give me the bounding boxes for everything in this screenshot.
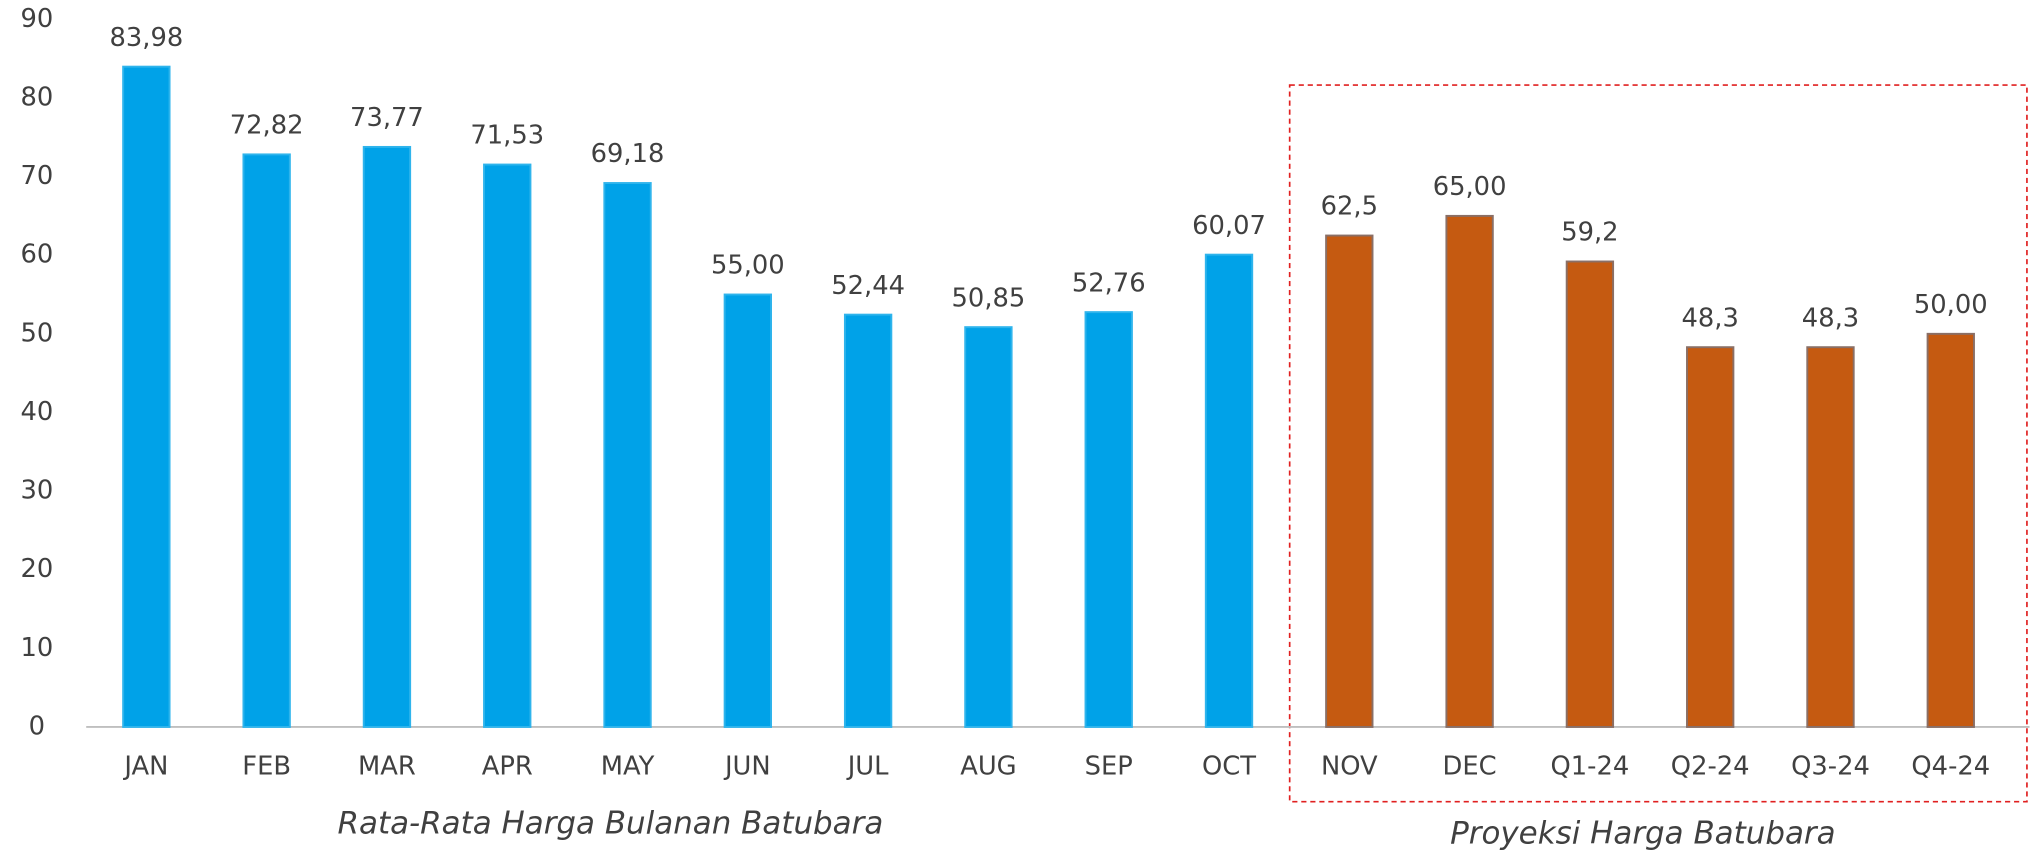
data-label: 65,00 xyxy=(1433,172,1507,202)
x-tick-label: AUG xyxy=(960,751,1016,781)
data-label: 48,3 xyxy=(1802,303,1859,333)
data-label: 72,82 xyxy=(230,111,304,141)
x-tick-label: NOV xyxy=(1321,751,1378,781)
data-label: 52,44 xyxy=(831,271,905,301)
x-tick-label: OCT xyxy=(1202,751,1256,781)
forecast-box xyxy=(1288,84,2028,803)
x-tick-label: Q2-24 xyxy=(1671,751,1750,781)
data-label: 83,98 xyxy=(109,23,183,53)
bar xyxy=(122,65,171,728)
bar xyxy=(1445,214,1494,728)
bar xyxy=(1325,234,1374,728)
bar xyxy=(1926,332,1975,728)
bar xyxy=(1806,346,1855,728)
x-tick-label: JUN xyxy=(723,751,771,781)
x-tick-label: FEB xyxy=(242,751,291,781)
y-tick-label: 50 xyxy=(20,318,53,348)
bar xyxy=(1204,253,1254,728)
y-tick-label: 30 xyxy=(20,476,53,506)
x-tick-label: SEP xyxy=(1085,751,1133,781)
bar xyxy=(242,153,291,728)
bar xyxy=(723,293,772,728)
data-label: 69,18 xyxy=(591,139,665,169)
bar xyxy=(1565,260,1615,728)
bar xyxy=(603,182,652,728)
data-label: 48,3 xyxy=(1682,303,1739,333)
x-tick-label: JUL xyxy=(846,751,889,781)
annotation: Rata-Rata Harga Bulanan Batubara xyxy=(338,805,884,841)
annotation: Proyeksi Harga Batubara xyxy=(1450,816,1835,852)
bar xyxy=(362,145,412,728)
x-tick-label: MAR xyxy=(358,751,416,781)
data-label: 73,77 xyxy=(350,103,424,133)
x-tick-label: MAY xyxy=(601,751,655,781)
x-tick-label: Q1-24 xyxy=(1551,751,1630,781)
x-tick-label: DEC xyxy=(1443,751,1497,781)
x-tick-label: JAN xyxy=(122,751,168,781)
bar xyxy=(1084,311,1133,728)
data-label: 59,2 xyxy=(1561,218,1618,248)
y-tick-label: 20 xyxy=(20,554,53,584)
x-tick-label: APR xyxy=(482,751,533,781)
y-tick-label: 40 xyxy=(20,397,53,427)
data-label: 60,07 xyxy=(1192,211,1266,241)
data-label: 52,76 xyxy=(1072,268,1146,298)
data-label: 50,85 xyxy=(952,283,1026,313)
bar xyxy=(483,163,532,728)
data-label: 71,53 xyxy=(470,121,544,151)
x-tick-label: Q4-24 xyxy=(1911,751,1990,781)
y-tick-label: 70 xyxy=(20,161,53,191)
y-tick-label: 60 xyxy=(20,240,53,270)
bar xyxy=(843,313,893,728)
bar xyxy=(964,326,1013,728)
data-label: 50,00 xyxy=(1914,290,1988,320)
y-tick-label: 90 xyxy=(20,4,53,34)
data-label: 62,5 xyxy=(1321,192,1378,222)
x-tick-label: Q3-24 xyxy=(1791,751,1870,781)
data-label: 55,00 xyxy=(711,251,785,281)
y-tick-label: 0 xyxy=(29,711,45,741)
y-tick-label: 80 xyxy=(20,82,53,112)
bar xyxy=(1686,346,1735,728)
y-tick-label: 10 xyxy=(20,633,53,663)
